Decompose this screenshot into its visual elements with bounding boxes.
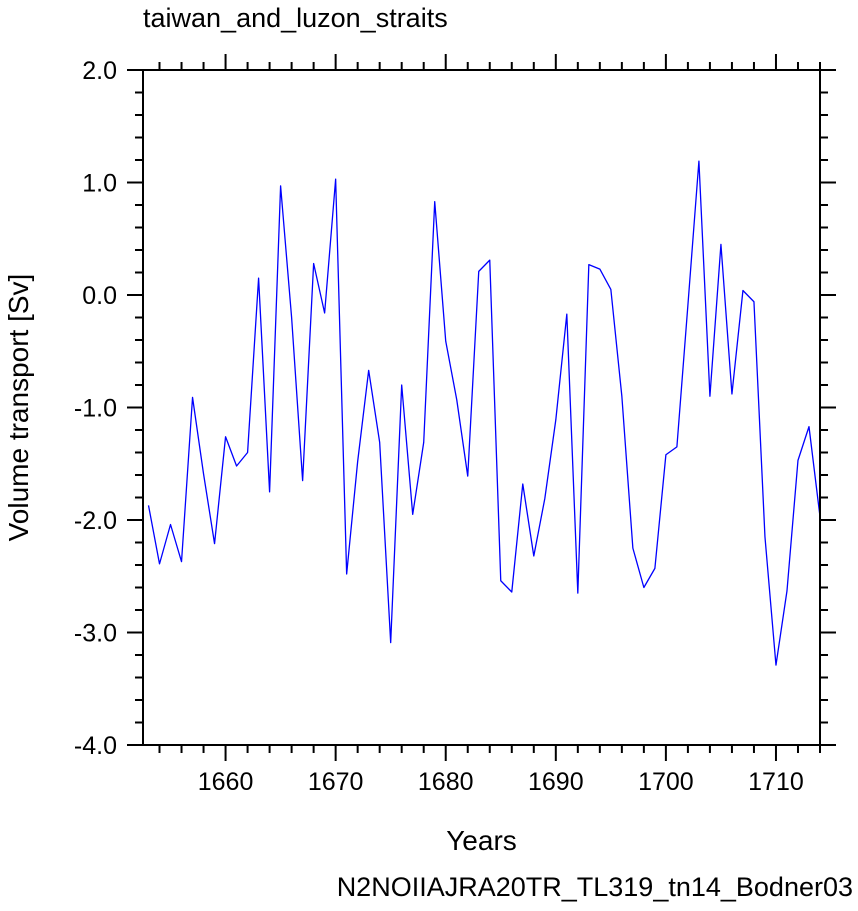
data-point — [588, 264, 590, 266]
data-point — [511, 591, 513, 593]
run-label: N2NOIIAJRA20TR_TL319_tn14_Bodner03 — [337, 872, 853, 902]
data-point — [599, 268, 601, 270]
data-point — [478, 270, 480, 272]
data-point — [313, 263, 315, 265]
y-tick-label: -1.0 — [74, 395, 117, 423]
data-point — [412, 513, 414, 515]
data-point — [720, 243, 722, 245]
data-point — [170, 524, 172, 526]
data-point — [731, 393, 733, 395]
data-point — [225, 436, 227, 438]
y-tick-label: 0.0 — [82, 282, 117, 310]
data-point — [302, 480, 304, 482]
data-point — [786, 590, 788, 592]
data-point — [247, 452, 249, 454]
x-tick-label: 1690 — [528, 768, 584, 796]
data-point — [434, 201, 436, 203]
data-point — [654, 567, 656, 569]
data-point — [445, 340, 447, 342]
y-tick-label: -2.0 — [74, 507, 117, 535]
x-tick-label: 1710 — [748, 768, 804, 796]
data-point — [522, 483, 524, 485]
data-point — [533, 555, 535, 557]
data-point — [379, 441, 381, 443]
data-point — [236, 465, 238, 467]
data-point — [555, 419, 557, 421]
data-point — [335, 178, 337, 180]
data-point — [742, 290, 744, 292]
data-point — [203, 473, 205, 475]
data-point — [401, 384, 403, 386]
data-points — [148, 160, 821, 666]
data-point — [643, 587, 645, 589]
data-point — [159, 563, 161, 565]
data-point — [500, 580, 502, 582]
data-point — [324, 312, 326, 314]
data-point — [390, 642, 392, 644]
data-point — [181, 561, 183, 563]
data-point — [489, 259, 491, 261]
data-point — [214, 543, 216, 545]
y-tick-label: -4.0 — [74, 732, 117, 760]
data-point — [577, 592, 579, 594]
data-point — [808, 426, 810, 428]
data-point — [676, 446, 678, 448]
data-point — [357, 461, 359, 463]
axis-tick-labels: 1660 1670 1680 1690 1700 1710 2.0 1.0 0.0 -1.0 -2.… — [74, 57, 804, 796]
data-point — [665, 454, 667, 456]
x-tick-label: 1670 — [308, 768, 364, 796]
x-tick-label: 1700 — [638, 768, 694, 796]
data-point — [687, 304, 689, 306]
data-point — [709, 395, 711, 397]
data-point — [269, 491, 271, 493]
data-point — [775, 664, 777, 666]
y-tick-label: 1.0 — [82, 170, 117, 198]
data-point — [456, 399, 458, 401]
data-point — [610, 288, 612, 290]
data-point — [764, 536, 766, 538]
axis-ticks — [127, 54, 836, 761]
data-point — [423, 441, 425, 443]
series-line — [147, 160, 821, 666]
data-point — [192, 396, 194, 398]
data-point — [280, 185, 282, 187]
x-tick-label: 1660 — [198, 768, 254, 796]
y-tick-label: 2.0 — [82, 57, 117, 85]
x-tick-label: 1680 — [418, 768, 474, 796]
y-axis-title: Volume transport [Sv] — [3, 274, 34, 542]
data-point — [346, 573, 348, 575]
data-point — [621, 395, 623, 397]
y-tick-label: -3.0 — [74, 620, 117, 648]
data-point — [544, 498, 546, 500]
data-point — [698, 160, 700, 162]
data-point — [797, 459, 799, 461]
plot-frame — [142, 69, 821, 746]
data-point — [467, 475, 469, 477]
data-point — [753, 301, 755, 303]
x-axis-title: Years — [446, 825, 517, 856]
data-point — [632, 547, 634, 549]
data-point — [368, 369, 370, 371]
data-point — [148, 504, 150, 506]
data-point — [291, 317, 293, 319]
data-point — [258, 277, 260, 279]
data-point — [566, 313, 568, 315]
chart-title: taiwan_and_luzon_straits — [143, 3, 448, 33]
